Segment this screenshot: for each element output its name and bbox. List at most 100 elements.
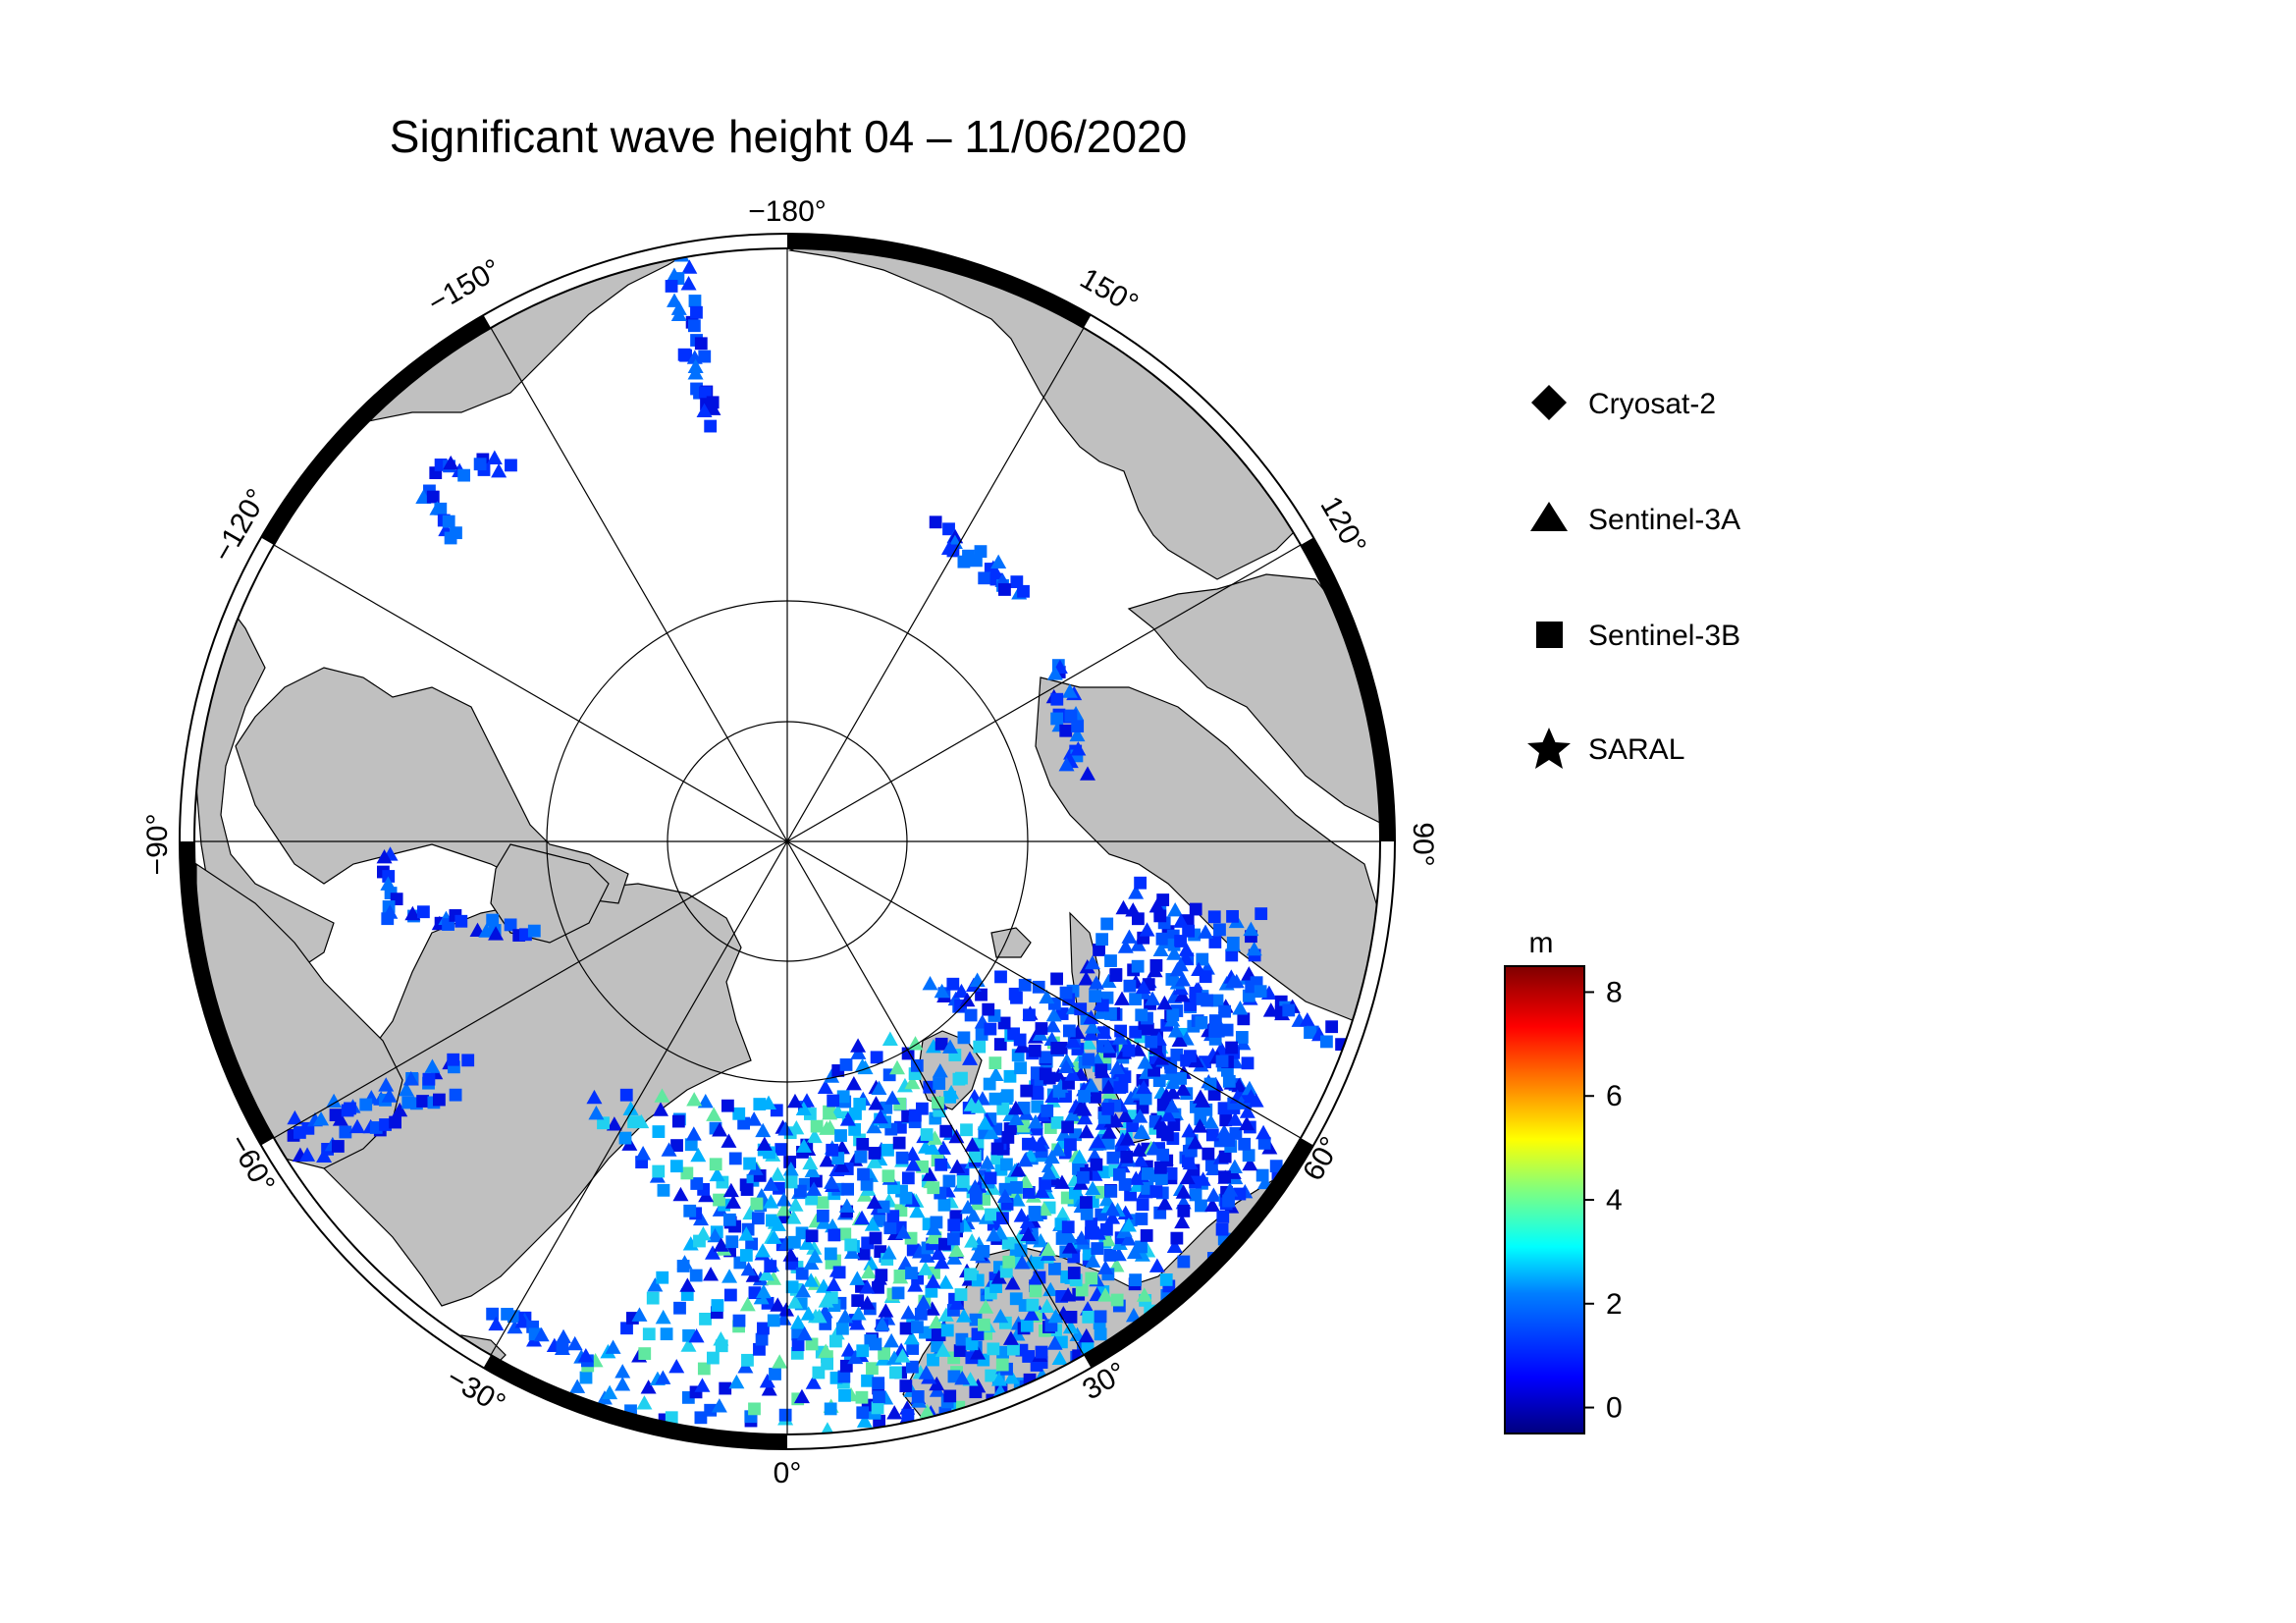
track-marker — [740, 1261, 757, 1276]
track-marker — [1042, 1281, 1059, 1297]
track-marker — [929, 515, 942, 529]
track-marker — [839, 1111, 856, 1126]
track-marker — [1257, 1136, 1271, 1150]
track-marker — [996, 1212, 1009, 1225]
track-marker — [287, 1109, 303, 1125]
track-marker — [838, 1198, 855, 1213]
track-marker — [1189, 902, 1202, 916]
track-marker — [838, 1227, 852, 1241]
track-marker — [949, 1159, 966, 1173]
track-marker — [668, 1358, 685, 1374]
track-marker — [947, 1370, 961, 1383]
track-marker — [1135, 1213, 1148, 1225]
track-marker — [1195, 1016, 1208, 1029]
track-marker — [1018, 978, 1032, 992]
track-marker — [1085, 1217, 1098, 1230]
track-marker — [1204, 1197, 1221, 1213]
track-marker — [1171, 1032, 1188, 1048]
track-marker — [638, 1347, 652, 1361]
track-marker — [841, 1182, 854, 1196]
track-marker — [954, 1370, 971, 1385]
track-marker — [886, 1210, 900, 1223]
track-marker — [1090, 1158, 1103, 1171]
track-marker — [1061, 1220, 1075, 1234]
track-marker — [1222, 1182, 1239, 1197]
track-marker — [899, 1380, 913, 1392]
track-marker — [849, 1271, 866, 1285]
track-marker — [925, 1273, 941, 1288]
track-marker — [1167, 1333, 1181, 1347]
graticule — [194, 248, 1380, 1434]
track-marker — [1034, 1183, 1050, 1199]
track-marker — [832, 1266, 846, 1279]
track-marker — [679, 349, 692, 362]
track-marker — [660, 1327, 673, 1341]
track-marker — [665, 1411, 678, 1425]
track-marker — [1173, 913, 1190, 928]
colorbar-tick-label: 6 — [1606, 1080, 1623, 1112]
track-marker — [988, 1066, 1004, 1082]
track-marker — [442, 514, 455, 528]
track-marker — [1064, 709, 1078, 723]
track-marker — [908, 1109, 922, 1122]
track-marker — [1127, 1358, 1141, 1372]
track-marker — [1043, 1149, 1060, 1164]
track-marker — [1071, 720, 1085, 732]
track-marker — [974, 545, 988, 559]
track-marker — [937, 1274, 954, 1289]
track-marker — [656, 1271, 669, 1284]
track-marker — [800, 1306, 817, 1321]
track-marker — [955, 1308, 972, 1323]
track-marker — [1041, 1164, 1057, 1180]
track-marker — [1131, 959, 1145, 973]
track-marker — [705, 401, 721, 415]
legend-label: Sentinel-3A — [1588, 504, 1740, 536]
track-marker — [1010, 1162, 1027, 1177]
track-marker — [1014, 1255, 1031, 1270]
colorbar-unit: m — [1529, 927, 1554, 959]
track-marker — [1104, 1210, 1121, 1224]
track-marker — [1140, 1410, 1156, 1426]
track-marker — [895, 1224, 912, 1239]
track-marker — [999, 1265, 1013, 1278]
track-marker — [753, 1342, 766, 1356]
track-marker — [1225, 1412, 1242, 1428]
track-marker — [906, 1360, 919, 1374]
land-siberia-central — [1127, 573, 1380, 826]
track-marker — [836, 1090, 850, 1104]
track-marker — [1109, 969, 1123, 982]
track-marker — [1128, 885, 1145, 899]
track-marker — [640, 1380, 657, 1394]
track-marker — [850, 1306, 867, 1321]
track-marker — [443, 455, 459, 470]
track-marker — [978, 571, 991, 585]
track-marker — [707, 1227, 723, 1243]
track-marker — [680, 1337, 697, 1352]
track-marker — [866, 1118, 882, 1134]
track-marker — [955, 1071, 968, 1085]
track-marker — [1083, 1077, 1099, 1093]
track-marker — [875, 1269, 888, 1282]
track-marker — [1239, 1115, 1255, 1131]
track-marker — [861, 1374, 874, 1387]
track-marker — [954, 1288, 968, 1301]
track-marker — [767, 1314, 780, 1327]
track-marker — [1045, 1006, 1062, 1022]
track-marker — [978, 1318, 990, 1331]
track-marker — [1304, 1026, 1316, 1040]
track-marker — [1082, 1053, 1095, 1066]
track-marker — [1136, 1079, 1152, 1095]
track-marker — [1081, 1035, 1097, 1050]
track-marker — [1136, 1287, 1152, 1302]
track-marker — [1091, 1242, 1104, 1255]
track-marker — [1023, 1306, 1040, 1321]
track-marker — [712, 1122, 728, 1137]
track-marker — [1196, 993, 1209, 1005]
track-marker — [1061, 683, 1078, 698]
track-marker — [1213, 923, 1226, 937]
track-marker — [1069, 727, 1086, 742]
track-marker — [924, 1301, 940, 1316]
track-marker — [1039, 1176, 1051, 1190]
track-marker — [1201, 1415, 1215, 1429]
track-marker — [1218, 1170, 1231, 1184]
